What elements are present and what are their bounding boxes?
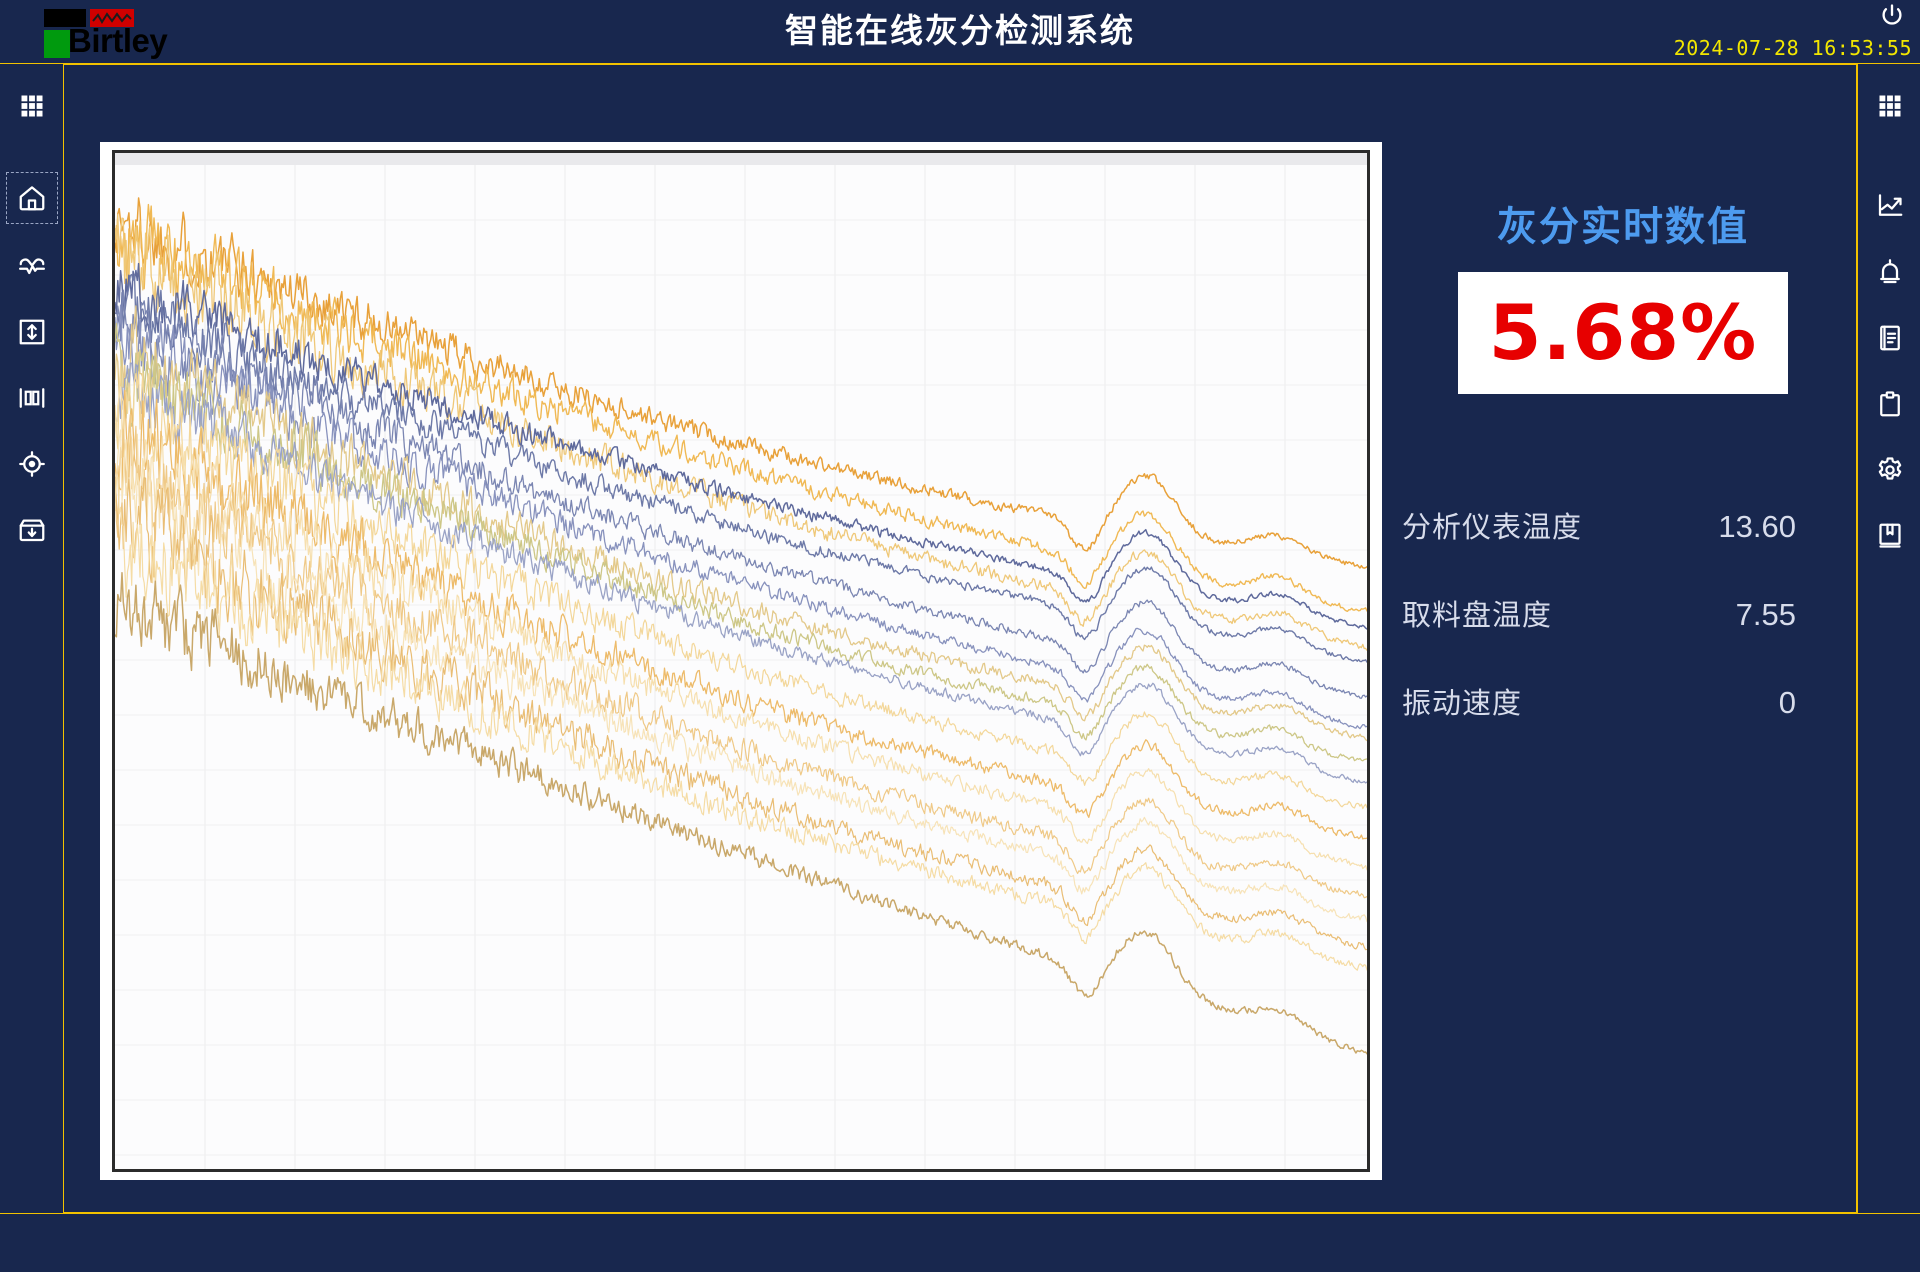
chart-series-s03 — [115, 214, 1367, 651]
parameter-label: 振动速度 — [1402, 686, 1523, 720]
line-chart-icon — [1878, 194, 1903, 216]
app-header: Birtley 智能在线灰分检测系统 2024-07-28 16:53:55 — [0, 0, 1920, 64]
parameter-row: 取料盘温度 7.55 — [1402, 592, 1848, 680]
ash-heading-label: 灰分实时数值 — [1497, 204, 1749, 250]
logo-wordmark: Birtley — [68, 22, 168, 59]
chart-series-s01 — [115, 197, 1367, 569]
right-sidebar — [1858, 64, 1920, 1213]
inbox-download-icon — [19, 519, 45, 542]
chart-series-s16 — [115, 477, 1367, 951]
chart-series-s12 — [115, 389, 1367, 840]
sidebar-item-reports[interactable] — [1864, 378, 1916, 430]
chart-series-s10 — [115, 362, 1367, 784]
parameter-label: 分析仪表温度 — [1402, 510, 1583, 544]
sidebar-item-import[interactable] — [6, 504, 58, 556]
footer-divider-rule — [0, 1212, 1920, 1214]
logo-red-waveform-block — [90, 9, 134, 27]
sidebar-item-records[interactable] — [1864, 312, 1916, 364]
bell-icon — [1880, 259, 1900, 284]
logo-waveform-icon — [92, 12, 132, 24]
pulse-heartbeat-icon — [19, 258, 45, 275]
sidebar-item-monitor[interactable] — [6, 240, 58, 292]
clipboard-icon — [1880, 391, 1900, 417]
chart-series-s05 — [115, 273, 1367, 663]
sidebar-item-calibration[interactable] — [6, 306, 58, 358]
home-icon — [19, 186, 45, 211]
parameter-value: 13.60 — [1718, 509, 1796, 544]
brand-logo: Birtley — [22, 6, 168, 59]
left-rail-divider — [62, 64, 64, 1213]
page-title: 智能在线灰分检测系统 — [785, 11, 1135, 50]
sidebar-item-alarm[interactable] — [1864, 246, 1916, 298]
logo-black-block — [44, 9, 86, 27]
sidebar-item-manual[interactable] — [1864, 510, 1916, 562]
parameter-label: 取料盘温度 — [1402, 598, 1553, 632]
chart-series-s15 — [115, 429, 1367, 923]
logo-green-block — [44, 30, 70, 58]
bar-chart-icon — [19, 388, 45, 408]
ash-readout-box: 5.68% — [1458, 272, 1788, 394]
vertical-arrows-box-icon — [19, 319, 45, 345]
readout-panel: 灰分实时数值 5.68% 分析仪表温度 13.60 取料盘温度 7.55 振动速… — [1398, 150, 1848, 768]
book-bookmark-icon — [1879, 523, 1901, 548]
header-divider-rule — [0, 63, 1920, 65]
chart-series-s11 — [115, 366, 1367, 810]
parameter-value: 7.55 — [1735, 597, 1796, 632]
parameter-list: 分析仪表温度 13.60 取料盘温度 7.55 振动速度 0 — [1398, 504, 1848, 768]
chart-series-s14 — [115, 414, 1367, 899]
chart-series-s17 — [115, 476, 1367, 971]
chart-series-s18 — [115, 571, 1367, 1055]
chart-series-s07 — [115, 304, 1367, 730]
spectrum-chart-frame[interactable] — [112, 150, 1370, 1172]
grid-apps-icon — [21, 95, 43, 117]
power-glyph — [1882, 4, 1902, 25]
grid-apps-icon — [1879, 95, 1901, 117]
sidebar-item-apps-right[interactable] — [1864, 80, 1916, 132]
chart-series-s02 — [115, 203, 1367, 612]
chart-gridlines — [115, 165, 1367, 1169]
chart-top-strip — [115, 153, 1367, 165]
parameter-row: 振动速度 0 — [1402, 680, 1848, 768]
parameter-row: 分析仪表温度 13.60 — [1402, 504, 1848, 592]
spectrum-chart-svg — [115, 165, 1367, 1169]
left-sidebar — [0, 64, 63, 1213]
power-icon[interactable] — [1878, 2, 1906, 30]
sidebar-item-home[interactable] — [6, 172, 58, 224]
chart-series-s04 — [115, 262, 1367, 630]
sidebar-item-trend[interactable] — [1864, 180, 1916, 232]
chart-series-s06 — [115, 289, 1367, 699]
sidebar-item-spectrum[interactable] — [6, 372, 58, 424]
sidebar-item-apps[interactable] — [6, 80, 58, 132]
document-icon — [1880, 325, 1900, 351]
ash-value-text: 5.68% — [1488, 288, 1758, 377]
chart-series-s08 — [115, 305, 1367, 742]
parameter-value: 0 — [1778, 685, 1796, 720]
sidebar-item-locate[interactable] — [6, 438, 58, 490]
gear-icon — [1878, 457, 1902, 480]
sidebar-item-settings[interactable] — [1864, 444, 1916, 496]
target-crosshair-icon — [19, 451, 45, 477]
system-clock: 2024-07-28 16:53:55 — [1673, 36, 1912, 60]
right-rail-divider — [1856, 64, 1858, 1213]
chart-series-layer — [115, 197, 1367, 1055]
